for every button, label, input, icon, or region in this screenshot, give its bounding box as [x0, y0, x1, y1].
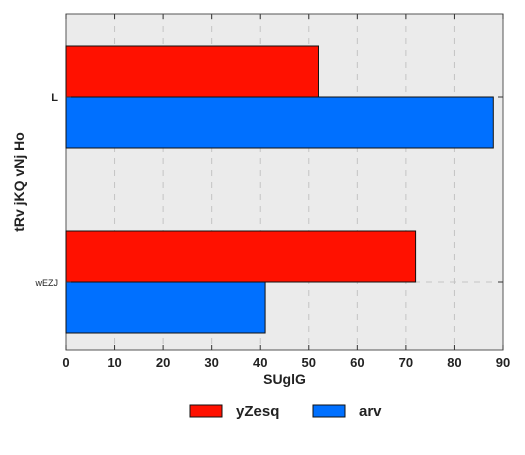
y-tick-label-0: L — [51, 92, 58, 104]
x-tick-label-70: 70 — [399, 355, 413, 370]
x-tick-label-0: 0 — [62, 355, 69, 370]
x-tick-label-10: 10 — [107, 355, 121, 370]
x-tick-label-40: 40 — [253, 355, 267, 370]
x-tick-label-30: 30 — [204, 355, 218, 370]
bar-arv-L — [65, 96, 494, 149]
x-tick-label-20: 20 — [156, 355, 170, 370]
legend-swatch-yZesq — [189, 404, 223, 418]
x-tick-label-50: 50 — [302, 355, 316, 370]
y-tick-label-1: wEZJ — [35, 278, 59, 288]
bar-yZesq-L — [65, 45, 319, 98]
legend-label-yZesq: yZesq — [236, 403, 279, 420]
legend: yZesq arv — [189, 403, 382, 420]
legend-label-arv: arv — [359, 403, 382, 420]
legend-swatch-arv — [312, 404, 346, 418]
x-axis-label: SUglG — [263, 371, 306, 387]
bar-arv-wEZJ — [65, 281, 266, 334]
x-tick-label-60: 60 — [350, 355, 364, 370]
y-axis-label: tRv jKQ vNj Ho — [11, 132, 27, 232]
bar-yZesq-wEZJ — [65, 230, 417, 283]
x-tick-label-90: 90 — [496, 355, 510, 370]
x-ticks: 0 10 20 30 40 50 60 70 80 90 — [62, 14, 510, 370]
bars — [65, 45, 494, 334]
x-tick-label-80: 80 — [447, 355, 461, 370]
